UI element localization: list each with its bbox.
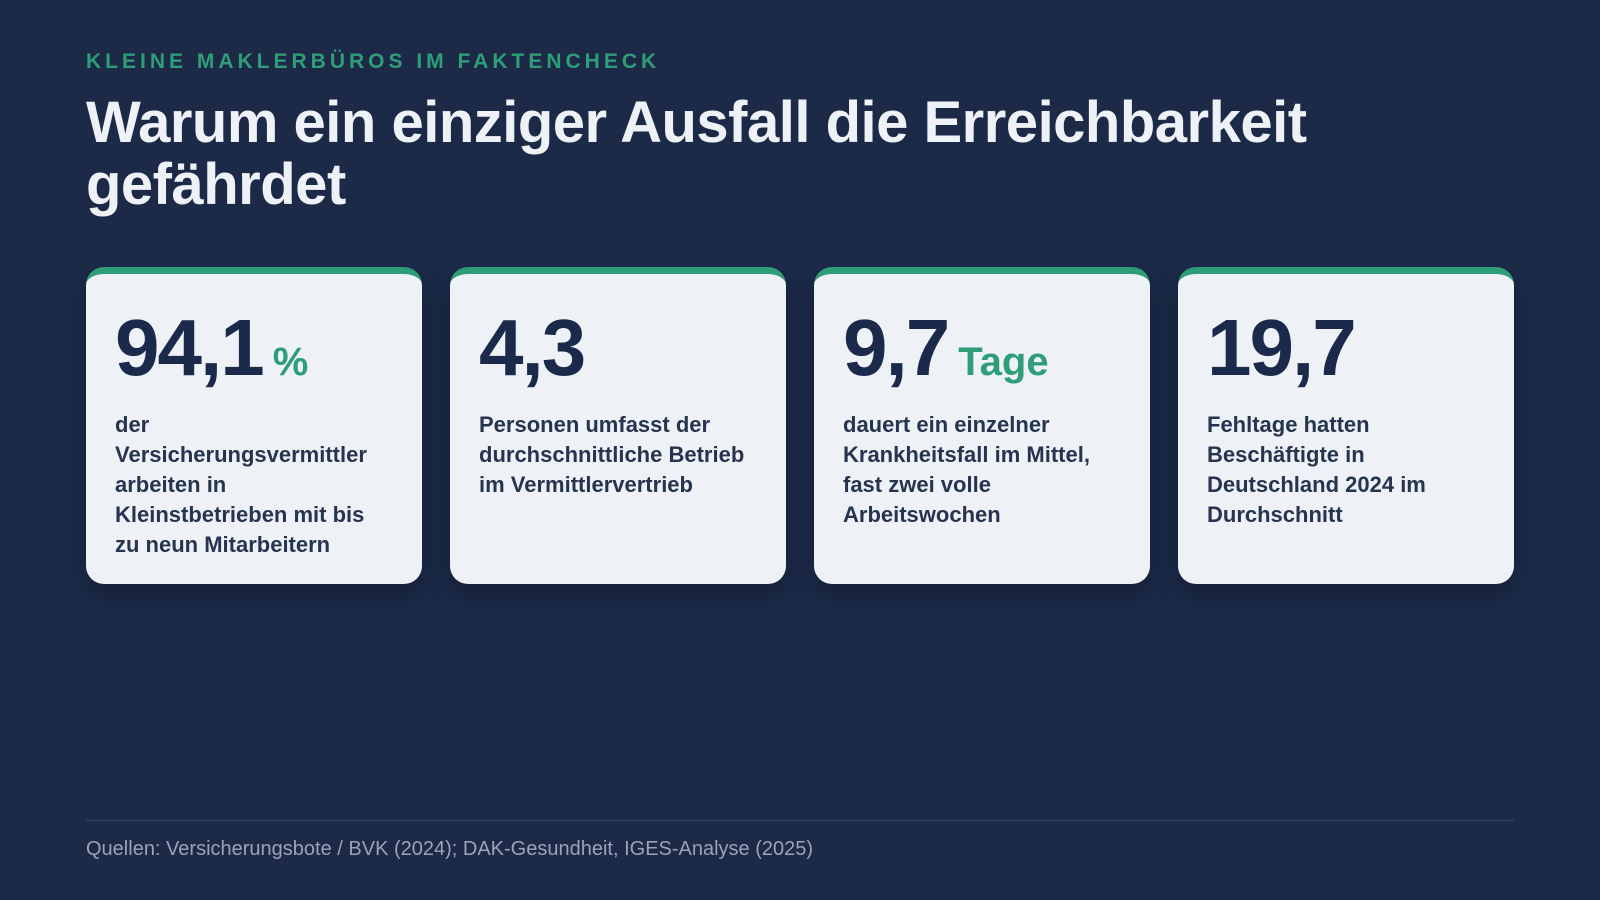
eyebrow: KLEINE MAKLERBÜROS IM FAKTENCHECK — [86, 50, 661, 73]
card-row: 94,1% der Versicherungsvermittler arbeite… — [86, 267, 1514, 584]
stat-unit: % — [272, 340, 309, 384]
stat-value: 4,3 — [479, 303, 586, 392]
stat-description: Personen umfasst der durchschnittliche B… — [479, 412, 745, 497]
stat-description: der Versicherungsvermittler arbeiten in … — [115, 412, 367, 557]
stat-line: 19,7 — [1207, 308, 1486, 396]
stat-card: 9,7 Tage dauert ein einzelner Krankheitsfa… — [814, 267, 1150, 584]
stat-unit: Tage — [958, 340, 1049, 384]
title: Warum ein einziger Ausfall die Erreichba… — [86, 90, 1307, 217]
stat-line: 94,1% — [115, 308, 394, 396]
stat-value: 19,7 — [1207, 303, 1357, 392]
stat-value: 9,7 — [843, 303, 950, 392]
stat-line: 9,7 Tage — [843, 308, 1122, 396]
divider — [86, 820, 1514, 821]
stat-value: 94,1 — [115, 303, 265, 392]
stat-card: 94,1% der Versicherungsvermittler arbeite… — [86, 267, 422, 584]
stat-card: 4,3 Personen umfasst der durchschnittlich… — [450, 267, 786, 584]
stat-card: 19,7 Fehltage hatten Beschäftigte in Deut… — [1178, 267, 1514, 584]
stat-description: dauert ein einzelner Krankheitsfall im M… — [843, 412, 1090, 527]
source-note: Quellen: Versicherungsbote / BVK (2024);… — [86, 838, 814, 860]
stat-description: Fehltage hatten Beschäftigte in Deutschl… — [1207, 412, 1426, 527]
stat-line: 4,3 — [479, 308, 758, 396]
